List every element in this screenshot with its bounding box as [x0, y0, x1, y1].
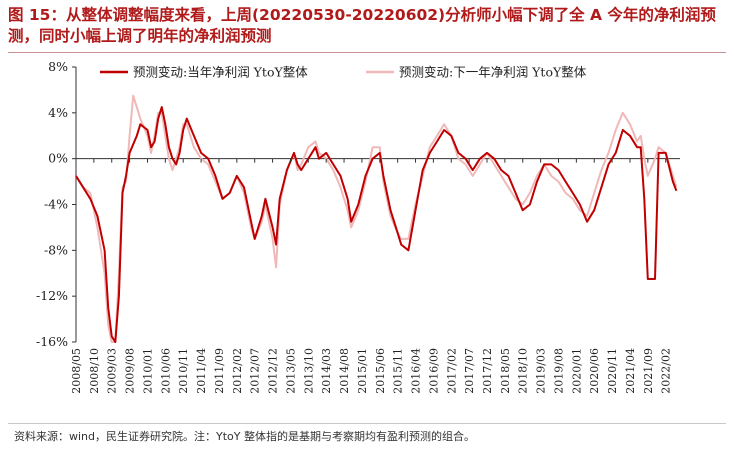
- legend-label-0: 预测变动:当年净利润 YtoY整体: [133, 65, 308, 80]
- y-tick-label: -4%: [44, 197, 68, 212]
- chart-frame: [75, 67, 680, 342]
- y-tick-label: -16%: [36, 334, 68, 349]
- x-tick-label: 2016/09: [427, 348, 440, 394]
- x-tick-label: 2019/08: [552, 348, 565, 394]
- x-tick-label: 2011/04: [195, 348, 208, 394]
- x-tick-label: 2008/10: [88, 348, 101, 394]
- x-tick-label: 2018/10: [517, 348, 530, 394]
- x-tick-label: 2021/09: [642, 348, 655, 394]
- x-tick-label: 2012/02: [231, 348, 244, 394]
- x-tick-label: 2009/03: [106, 348, 119, 394]
- x-tick-label: 2021/04: [624, 348, 637, 394]
- x-tick-label: 2010/01: [141, 348, 154, 394]
- x-tick-label: 2022/02: [660, 348, 673, 394]
- x-tick-label: 2012/07: [249, 348, 262, 394]
- legend: 预测变动:当年净利润 YtoY整体 预测变动:下一年净利润 YtoY整体: [100, 65, 587, 80]
- x-tick-label: 2013/05: [284, 348, 297, 394]
- y-axis: 8% 4% 0% -4% -8% -12% -16%: [36, 59, 76, 349]
- source-note: 资料来源：wind，民生证券研究院。注：YtoY 整体指的是基期与考察期均有盈利…: [14, 430, 475, 443]
- x-tick-label: 2016/04: [410, 348, 423, 394]
- x-tick-label: 2008/05: [70, 348, 83, 394]
- x-tick-label: 2020/01: [570, 348, 583, 394]
- x-tick-label: 2014/08: [338, 348, 351, 394]
- legend-label-1: 预测变动:下一年净利润 YtoY整体: [399, 65, 587, 80]
- y-tick-label: 8%: [48, 59, 68, 74]
- x-axis: 2008/05 2008/10 2009/03 2009/08 2010/01 2010/…: [70, 158, 673, 394]
- x-tick-label: 2015/06: [374, 348, 387, 394]
- x-tick-label: 2015/11: [392, 348, 405, 394]
- x-tick-label: 2017/02: [445, 348, 458, 394]
- chart-lines: [75, 94, 678, 343]
- x-tick-label: 2011/09: [213, 348, 226, 394]
- line-chart: 8% 4% 0% -4% -8% -12% -16% 2008/05 2008/10 2009/…: [36, 59, 680, 394]
- x-tick-label: 2010/06: [159, 348, 172, 394]
- x-tick-label: 2020/06: [588, 348, 601, 394]
- x-tick-label: 2020/11: [606, 348, 619, 394]
- x-tick-label: 2014/03: [320, 348, 333, 394]
- x-tick-label: 2009/08: [124, 348, 137, 394]
- x-tick-label: 2015/01: [356, 348, 369, 394]
- x-tick-label: 2013/10: [302, 348, 315, 394]
- x-tick-label: 2017/07: [463, 348, 476, 394]
- y-tick-label: 0%: [48, 151, 68, 166]
- x-tick-label: 2019/03: [535, 348, 548, 394]
- series-line-0: [75, 106, 678, 343]
- x-tick-label: 2018/05: [499, 348, 512, 394]
- y-tick-label: -12%: [36, 288, 68, 303]
- x-tick-label: 2017/12: [481, 348, 494, 394]
- title-divider: [8, 52, 726, 53]
- x-tick-label: 2012/12: [267, 348, 280, 394]
- x-tick-label: 2010/11: [177, 348, 190, 394]
- y-tick-label: 4%: [48, 105, 68, 120]
- y-tick-label: -8%: [44, 242, 68, 257]
- source-divider: [8, 423, 726, 424]
- series-line-1: [75, 94, 678, 343]
- chart-title: 图 15：从整体调整幅度来看，上周(20220530-20220602)分析师小…: [8, 6, 716, 45]
